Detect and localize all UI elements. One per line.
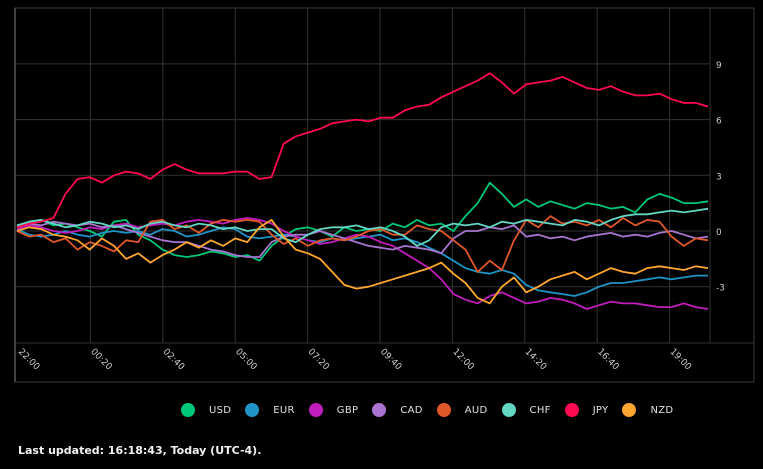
y-axis-ticks: 9 6 3 0 -3 — [716, 61, 725, 294]
legend-swatch-icon — [564, 403, 579, 417]
legend-swatch-icon — [436, 403, 451, 417]
series-line-nzd — [16, 218, 709, 305]
series-line-eur — [16, 226, 708, 297]
series-line-chf — [16, 207, 709, 247]
legend-label: USD — [209, 404, 232, 416]
legend-label: CHF — [529, 404, 551, 416]
svg-text:16:40: 16:40 — [595, 347, 621, 373]
legend-label: CAD — [400, 404, 423, 416]
legend-swatch-icon — [372, 403, 387, 417]
svg-text:02:40: 02:40 — [161, 347, 187, 373]
svg-text:3: 3 — [716, 172, 722, 182]
legend-swatch-icon — [245, 403, 260, 417]
series-line-cad — [16, 220, 709, 258]
svg-text:14:20: 14:20 — [523, 347, 549, 373]
x-axis-ticks: 22:00 00:20 02:40 05:00 07:20 09:40 12:00 14:20… — [16, 347, 693, 373]
svg-text:07:20: 07:20 — [305, 347, 331, 373]
legend-item-usd[interactable]: USD — [181, 403, 233, 417]
legend-label: GBP — [336, 404, 359, 416]
svg-text:19:00: 19:00 — [667, 347, 693, 373]
legend-item-gbp[interactable]: GBP — [308, 403, 361, 417]
svg-text:0: 0 — [716, 228, 722, 238]
series-line-jpy — [16, 72, 709, 229]
legend-swatch-icon — [501, 403, 516, 417]
series-line-usd — [16, 181, 709, 262]
series-line-gbp — [16, 217, 709, 310]
svg-text:9: 9 — [716, 61, 722, 71]
svg-text:6: 6 — [716, 117, 722, 127]
legend-label: JPY — [592, 404, 609, 416]
legend-swatch-icon — [308, 403, 323, 417]
chart-series — [16, 72, 709, 310]
chart-canvas: 9 6 3 0 -3 22:00 00:20 02:40 05:00 07:20 09:40 12:… — [14, 7, 755, 383]
legend-item-chf[interactable]: CHF — [501, 403, 553, 417]
chart-legend: USD EUR GBP CAD AUD CHF JPY NZD — [181, 401, 687, 419]
svg-text:00:20: 00:20 — [88, 347, 114, 373]
legend-label: AUD — [464, 404, 488, 416]
svg-text:05:00: 05:00 — [233, 347, 259, 373]
svg-text:22:00: 22:00 — [16, 347, 42, 373]
svg-text:-3: -3 — [716, 284, 725, 294]
legend-item-eur[interactable]: EUR — [245, 403, 297, 417]
legend-label: EUR — [273, 404, 295, 416]
legend-label: NZD — [650, 404, 674, 416]
svg-text:09:40: 09:40 — [378, 347, 404, 373]
legend-swatch-icon — [181, 403, 195, 417]
chart: 9 6 3 0 -3 22:00 00:20 02:40 05:00 07:20 09:40 12:… — [14, 7, 755, 383]
svg-text:12:00: 12:00 — [450, 347, 476, 373]
legend-item-jpy[interactable]: JPY — [564, 403, 611, 417]
legend-item-nzd[interactable]: NZD — [622, 403, 675, 417]
legend-swatch-icon — [622, 403, 637, 417]
legend-item-cad[interactable]: CAD — [372, 403, 424, 417]
last-updated-text: Last updated: 16:18:43, Today (UTC-4). — [18, 444, 262, 457]
chart-grid — [14, 7, 755, 383]
legend-item-aud[interactable]: AUD — [436, 403, 490, 417]
